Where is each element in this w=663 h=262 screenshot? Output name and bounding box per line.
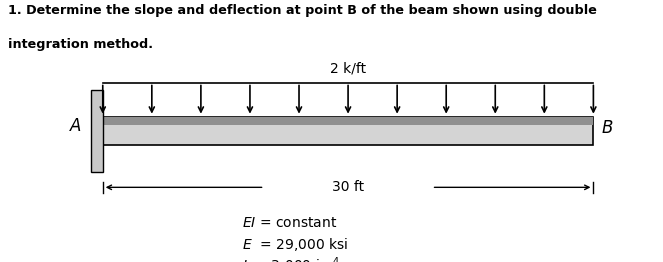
Text: integration method.: integration method. <box>8 38 153 51</box>
Text: B: B <box>601 119 613 137</box>
Text: $EI$ = constant: $EI$ = constant <box>242 216 337 230</box>
Bar <box>91 90 103 172</box>
Text: $E$  = 29,000 ksi: $E$ = 29,000 ksi <box>242 236 348 253</box>
Text: $I$  = 3,000 in.$^{4}$: $I$ = 3,000 in.$^{4}$ <box>242 255 340 262</box>
Text: A: A <box>70 117 81 135</box>
Text: 1. Determine the slope and deflection at point B of the beam shown using double: 1. Determine the slope and deflection at… <box>8 4 597 17</box>
Text: 2 k/ft: 2 k/ft <box>330 62 366 76</box>
Bar <box>103 117 593 124</box>
Text: 30 ft: 30 ft <box>332 180 364 194</box>
Bar <box>103 117 593 145</box>
